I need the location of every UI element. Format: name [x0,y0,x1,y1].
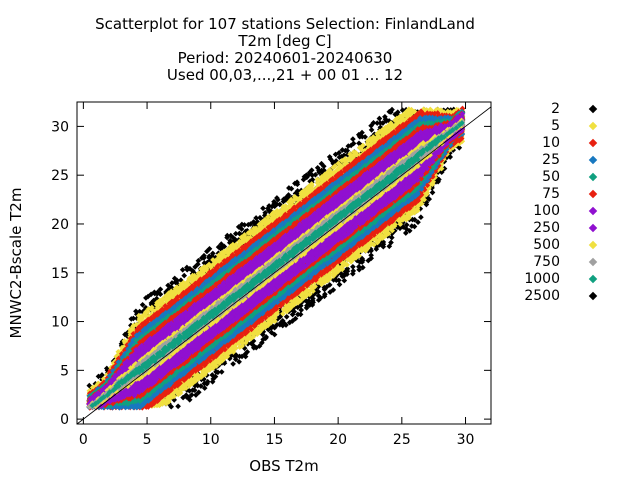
density-point [283,313,290,320]
density-point [130,315,137,322]
density-point [350,136,356,142]
density-point [174,277,180,284]
density-point [336,281,343,288]
density-point [376,115,383,122]
density-point [133,308,139,315]
density-point [418,214,424,221]
density-points [86,105,466,411]
density-point [157,286,164,293]
density-point [139,301,146,308]
density-point [429,189,436,196]
density-point [175,403,181,410]
chart-title-line-4: Used 00,03,...,21 + 00 01 ... 12 [0,67,570,83]
density-point [157,291,164,298]
density-point [181,272,188,279]
density-point [350,263,356,270]
chart-title-line-3: Period: 20240601-20240630 [0,50,570,66]
density-point [168,403,175,410]
chart-title-line-2: T2m [deg C] [0,33,570,49]
density-point [230,361,236,367]
density-point [218,369,225,375]
chart-title-line-1: Scatterplot for 107 stations Selection: … [0,16,570,32]
